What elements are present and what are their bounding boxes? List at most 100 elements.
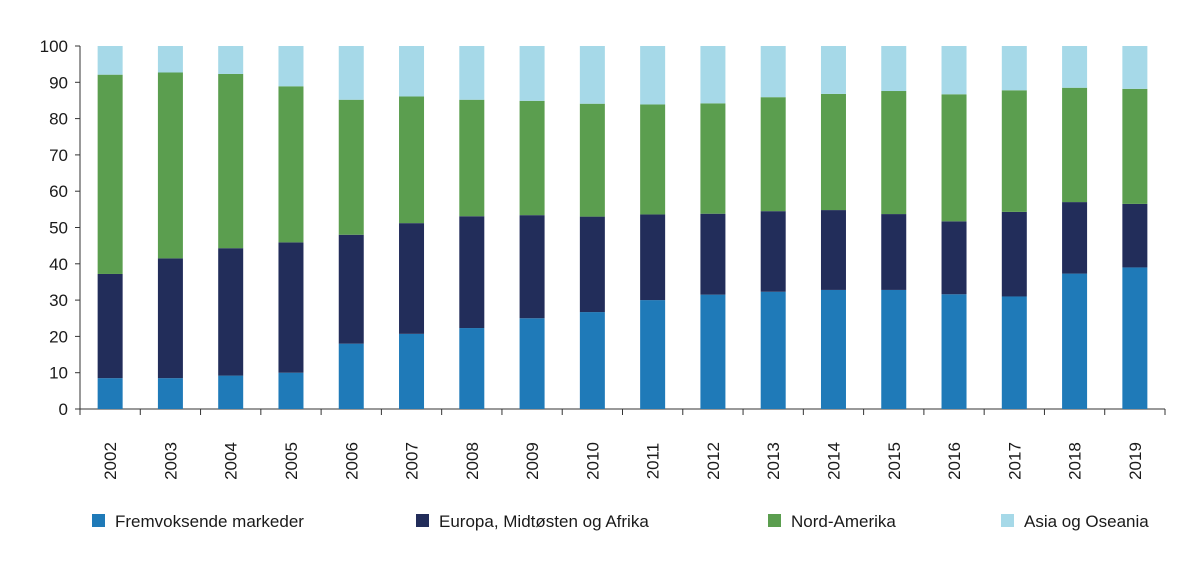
x-tick-label: 2003: [161, 442, 180, 480]
bar-segment-4-2005: [278, 46, 304, 87]
bar-segment-1-2019: [1122, 267, 1148, 409]
legend-swatch-3: [768, 514, 781, 527]
bar-segment-4-2008: [459, 46, 485, 100]
bar-segment-3-2004: [218, 73, 244, 249]
bar-segment-2-2007: [399, 223, 425, 334]
x-tick-label: 2004: [222, 442, 241, 480]
x-tick-label: 2008: [463, 442, 482, 480]
bar-segment-2-2017: [1001, 211, 1027, 297]
y-axis: 0 10 20 30 40 50 60 70 80 90 100: [40, 37, 81, 419]
bar-segment-3-2013: [760, 97, 786, 212]
bar-segment-3-2015: [881, 91, 907, 215]
legend-label-4: Asia og Oseania: [1024, 512, 1149, 531]
bar-segment-4-2015: [881, 46, 907, 92]
bar-segment-2-2002: [97, 273, 123, 379]
x-tick-label: 2006: [342, 442, 361, 480]
y-tick-label: 100: [40, 37, 68, 56]
x-tick-label: 2012: [704, 442, 723, 480]
legend-label-3: Nord-Amerika: [791, 512, 896, 531]
bar-segment-4-2009: [519, 46, 545, 101]
bar-segment-2-2016: [941, 221, 967, 295]
bar-segment-1-2004: [218, 375, 244, 409]
bar-segment-2-2003: [157, 258, 183, 379]
bar-segment-4-2012: [700, 46, 726, 104]
legend-swatch-4: [1001, 514, 1014, 527]
bars: [97, 46, 1148, 409]
bar-segment-1-2018: [1062, 273, 1088, 409]
bar-segment-4-2017: [1001, 46, 1027, 91]
y-tick-label: 70: [49, 146, 68, 165]
x-tick-label: 2010: [583, 442, 602, 480]
bar-segment-1-2012: [700, 294, 726, 409]
legend-swatch-2: [416, 514, 429, 527]
bar-segment-1-2015: [881, 289, 907, 409]
legend-label-1: Fremvoksende markeder: [115, 512, 304, 531]
x-axis: 2002 2003 2004 2005 2006 2007 2008 2009 2010 2011…: [79, 408, 1166, 480]
bar-segment-3-2006: [338, 99, 364, 235]
bar-segment-2-2004: [218, 248, 244, 376]
bar-segment-4-2011: [640, 46, 666, 105]
x-tick-label: 2016: [945, 442, 964, 480]
bar-segment-3-2005: [278, 86, 304, 243]
bar-segment-2-2019: [1122, 203, 1148, 268]
bar-segment-3-2007: [399, 96, 425, 224]
bar-segment-2-2008: [459, 216, 485, 329]
bar-segment-4-2013: [760, 46, 786, 98]
bar-segment-4-2010: [579, 46, 605, 104]
y-tick-label: 90: [49, 73, 68, 92]
bar-segment-4-2004: [218, 46, 244, 74]
y-tick-label: 10: [49, 364, 68, 383]
bar-segment-1-2003: [157, 378, 183, 409]
y-tick-label: 0: [59, 400, 68, 419]
x-tick-label: 2007: [403, 442, 422, 480]
bar-segment-1-2013: [760, 291, 786, 409]
bar-segment-1-2016: [941, 294, 967, 409]
bar-segment-3-2003: [157, 72, 183, 259]
x-tick-label: 2017: [1005, 442, 1024, 480]
bar-segment-3-2010: [579, 103, 605, 217]
bar-segment-4-2014: [820, 46, 846, 94]
bar-segment-1-2006: [338, 343, 364, 409]
x-tick-label: 2011: [644, 443, 663, 480]
legend-swatch-1: [92, 514, 105, 527]
y-tick-label: 60: [49, 182, 68, 201]
bar-segment-3-2011: [640, 104, 666, 215]
bar-segment-3-2016: [941, 94, 967, 222]
bar-segment-4-2018: [1062, 46, 1088, 88]
bar-segment-3-2008: [459, 99, 485, 217]
bar-segment-1-2005: [278, 372, 304, 409]
bar-segment-2-2006: [338, 234, 364, 344]
bar-segment-3-2014: [820, 93, 846, 211]
bar-segment-2-2011: [640, 214, 666, 301]
y-tick-label: 40: [49, 255, 68, 274]
bar-segment-2-2012: [700, 213, 726, 295]
bar-segment-1-2017: [1001, 296, 1027, 409]
bar-segment-1-2010: [579, 312, 605, 409]
x-tick-label: 2015: [885, 442, 904, 480]
bar-segment-3-2019: [1122, 88, 1148, 204]
legend-label-2: Europa, Midtøsten og Afrika: [439, 512, 649, 531]
bar-segment-2-2015: [881, 214, 907, 290]
x-tick-label: 2018: [1066, 442, 1085, 480]
bar-segment-2-2014: [820, 210, 846, 290]
bar-segment-1-2014: [820, 289, 846, 409]
y-tick-label: 80: [49, 110, 68, 129]
bar-segment-2-2018: [1062, 202, 1088, 274]
bar-segment-1-2002: [97, 378, 123, 409]
x-tick-label: 2014: [824, 442, 843, 480]
y-tick-label: 50: [49, 219, 68, 238]
x-tick-label: 2013: [764, 442, 783, 480]
bar-segment-3-2009: [519, 100, 545, 216]
bar-segment-4-2019: [1122, 46, 1148, 89]
y-tick-label: 30: [49, 291, 68, 310]
x-tick-label: 2009: [523, 442, 542, 480]
bar-segment-3-2017: [1001, 90, 1027, 212]
y-tick-label: 20: [49, 327, 68, 346]
bar-segment-4-2016: [941, 46, 967, 95]
bar-segment-3-2018: [1062, 87, 1088, 203]
bar-segment-3-2012: [700, 103, 726, 214]
bar-segment-4-2007: [399, 46, 425, 97]
bar-segment-1-2008: [459, 328, 485, 409]
legend: Fremvoksende markeder Europa, Midtøsten o…: [92, 512, 1149, 531]
